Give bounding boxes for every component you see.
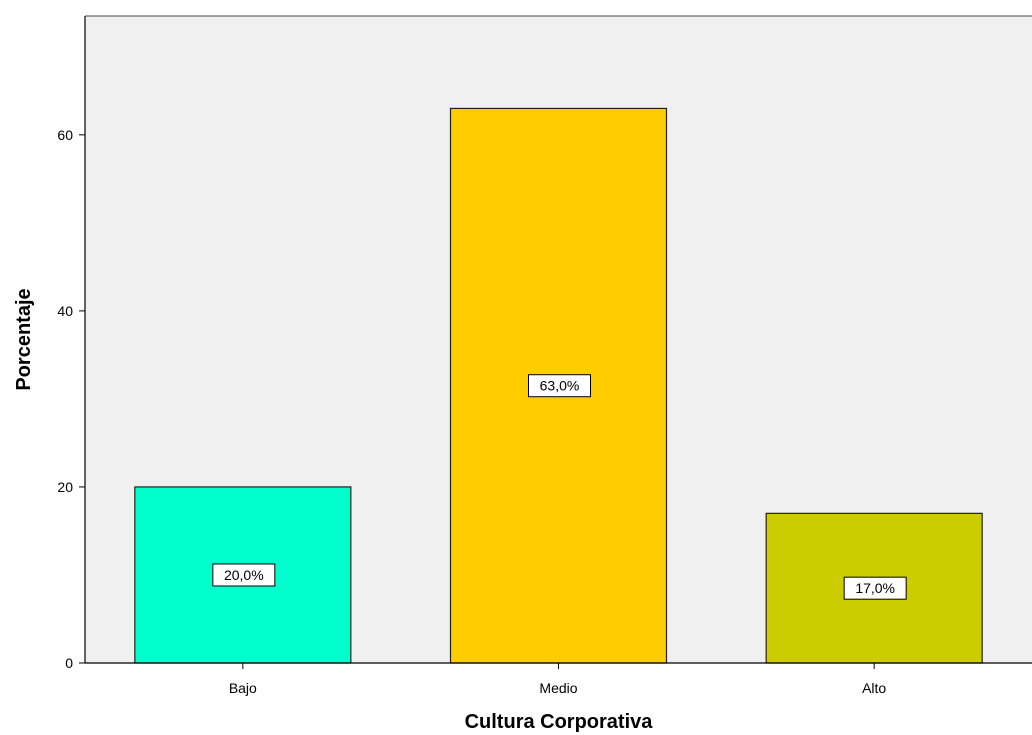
x-tick-label: Medio <box>539 680 577 696</box>
data-label-box <box>212 563 276 587</box>
x-tick-label: Bajo <box>229 680 257 696</box>
x-axis-title: Cultura Corporativa <box>465 711 654 733</box>
y-axis-title: Porcentaje <box>13 288 35 390</box>
y-tick-label: 40 <box>57 303 73 319</box>
y-tick-label: 60 <box>57 127 73 143</box>
data-label-box <box>843 576 907 600</box>
data-label: 20,0% <box>224 567 264 583</box>
x-tick-label: Alto <box>862 680 886 696</box>
data-label: 17,0% <box>855 580 895 596</box>
data-label-box <box>528 374 591 398</box>
y-tick-label: 0 <box>65 655 73 671</box>
y-tick-label: 20 <box>57 479 73 495</box>
data-label: 63,0% <box>540 378 580 394</box>
